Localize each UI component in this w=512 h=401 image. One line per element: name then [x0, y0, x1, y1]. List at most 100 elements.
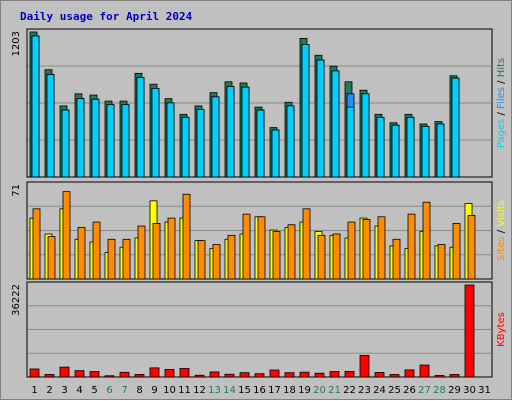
- kbytes-bar: [194, 374, 205, 378]
- sites-bar: [137, 225, 146, 280]
- visits-legend-label: Visits: [496, 200, 507, 227]
- day-label: 8: [136, 385, 142, 396]
- sites-bar: [407, 213, 416, 280]
- day-label: 2: [46, 385, 52, 396]
- pages-bar: [226, 86, 235, 178]
- legend-separator: /: [496, 227, 507, 237]
- day-label: 21: [328, 385, 341, 396]
- pages-bar: [301, 44, 310, 178]
- kbytes-bar: [179, 368, 190, 378]
- panel-1-axis-legend: Pages / Files / Hits: [496, 58, 507, 148]
- sites-bar: [182, 193, 191, 280]
- pages-bar: [136, 77, 145, 178]
- day-label: 5: [91, 385, 97, 396]
- kbytes-bar: [104, 375, 115, 378]
- sites-bar: [107, 238, 116, 280]
- panel-2-ymax-label: 71: [11, 184, 22, 197]
- sites-bar: [227, 234, 236, 280]
- pages-bar: [241, 86, 250, 178]
- kbytes-bar: [419, 364, 430, 378]
- pages-bar: [421, 125, 430, 178]
- sites-bar: [467, 215, 476, 280]
- sites-bar: [32, 208, 41, 280]
- kbytes-bar: [269, 369, 280, 378]
- sites-bar: [302, 208, 311, 280]
- sites-bar: [317, 234, 326, 280]
- day-label: 19: [298, 385, 311, 396]
- pages-bar: [286, 105, 295, 178]
- pages-bar: [211, 96, 220, 178]
- pages-bar: [271, 129, 280, 178]
- sites-bar: [257, 216, 266, 280]
- pages-bar: [316, 59, 325, 178]
- day-label: 10: [163, 385, 176, 396]
- pages-bar: [181, 116, 190, 178]
- day-label: 31: [478, 385, 491, 396]
- sites-bar: [167, 217, 176, 280]
- sites-bar: [287, 224, 296, 280]
- pages-legend-label: Pages: [496, 119, 507, 148]
- kbytes-legend-label: KBytes: [496, 312, 507, 347]
- pages-bar: [61, 109, 70, 178]
- chart-title: Daily usage for April 2024: [20, 10, 193, 23]
- day-label: 25: [388, 385, 401, 396]
- kbytes-bar: [329, 371, 340, 378]
- panel-2-axis-legend: Sites / Visits: [496, 200, 507, 261]
- day-label: 16: [253, 385, 266, 396]
- pages-bar: [406, 116, 415, 178]
- kbytes-bar: [299, 371, 310, 378]
- sites-bar: [377, 216, 386, 280]
- kbytes-bar: [374, 372, 385, 378]
- sites-bar: [47, 236, 56, 280]
- kbytes-bar: [344, 371, 355, 378]
- day-label: 17: [268, 385, 281, 396]
- kbytes-bar: [89, 371, 100, 378]
- sites-bar: [122, 238, 131, 280]
- pages-bar: [76, 98, 85, 178]
- day-label: 27: [418, 385, 431, 396]
- sites-bar: [197, 240, 206, 280]
- pages-bar: [46, 74, 55, 178]
- pages-bar: [361, 93, 370, 178]
- panel-3-ymax-label: 36222: [11, 284, 22, 316]
- sites-bar: [362, 219, 371, 280]
- sites-bar: [422, 201, 431, 280]
- legend-separator: /: [496, 77, 507, 87]
- hits-legend-label: Hits: [496, 58, 507, 77]
- kbytes-bar: [74, 370, 85, 378]
- day-label: 22: [343, 385, 356, 396]
- kbytes-bar: [404, 369, 415, 378]
- kbytes-bar: [389, 374, 400, 378]
- day-label: 6: [106, 385, 112, 396]
- kbytes-bar: [149, 367, 160, 378]
- pages-bar: [121, 104, 130, 178]
- pages-bar: [196, 109, 205, 178]
- sites-bar: [212, 244, 221, 280]
- day-label: 1: [31, 385, 37, 396]
- pages-bar: [106, 104, 115, 178]
- pages-bar: [451, 77, 460, 178]
- day-label: 14: [223, 385, 236, 396]
- day-label: 11: [178, 385, 191, 396]
- pages-bar: [91, 98, 100, 178]
- kbytes-bar: [224, 373, 235, 378]
- day-label: 15: [238, 385, 251, 396]
- legend-separator: /: [496, 109, 507, 119]
- kbytes-bar: [254, 373, 265, 378]
- kbytes-bar: [434, 375, 445, 378]
- pages-bar: [376, 116, 385, 178]
- pages-bar: [151, 88, 160, 178]
- kbytes-bar: [119, 371, 130, 378]
- kbytes-bar: [239, 372, 250, 378]
- sites-bar: [272, 230, 281, 280]
- day-label: 9: [151, 385, 157, 396]
- kbytes-bar: [284, 372, 295, 378]
- kbytes-bar: [359, 355, 370, 378]
- kbytes-bar: [464, 284, 475, 378]
- day-label: 23: [358, 385, 371, 396]
- day-label: 7: [121, 385, 127, 396]
- pages-bar: [346, 106, 355, 178]
- panel-3-axis-legend: KBytes: [496, 312, 507, 347]
